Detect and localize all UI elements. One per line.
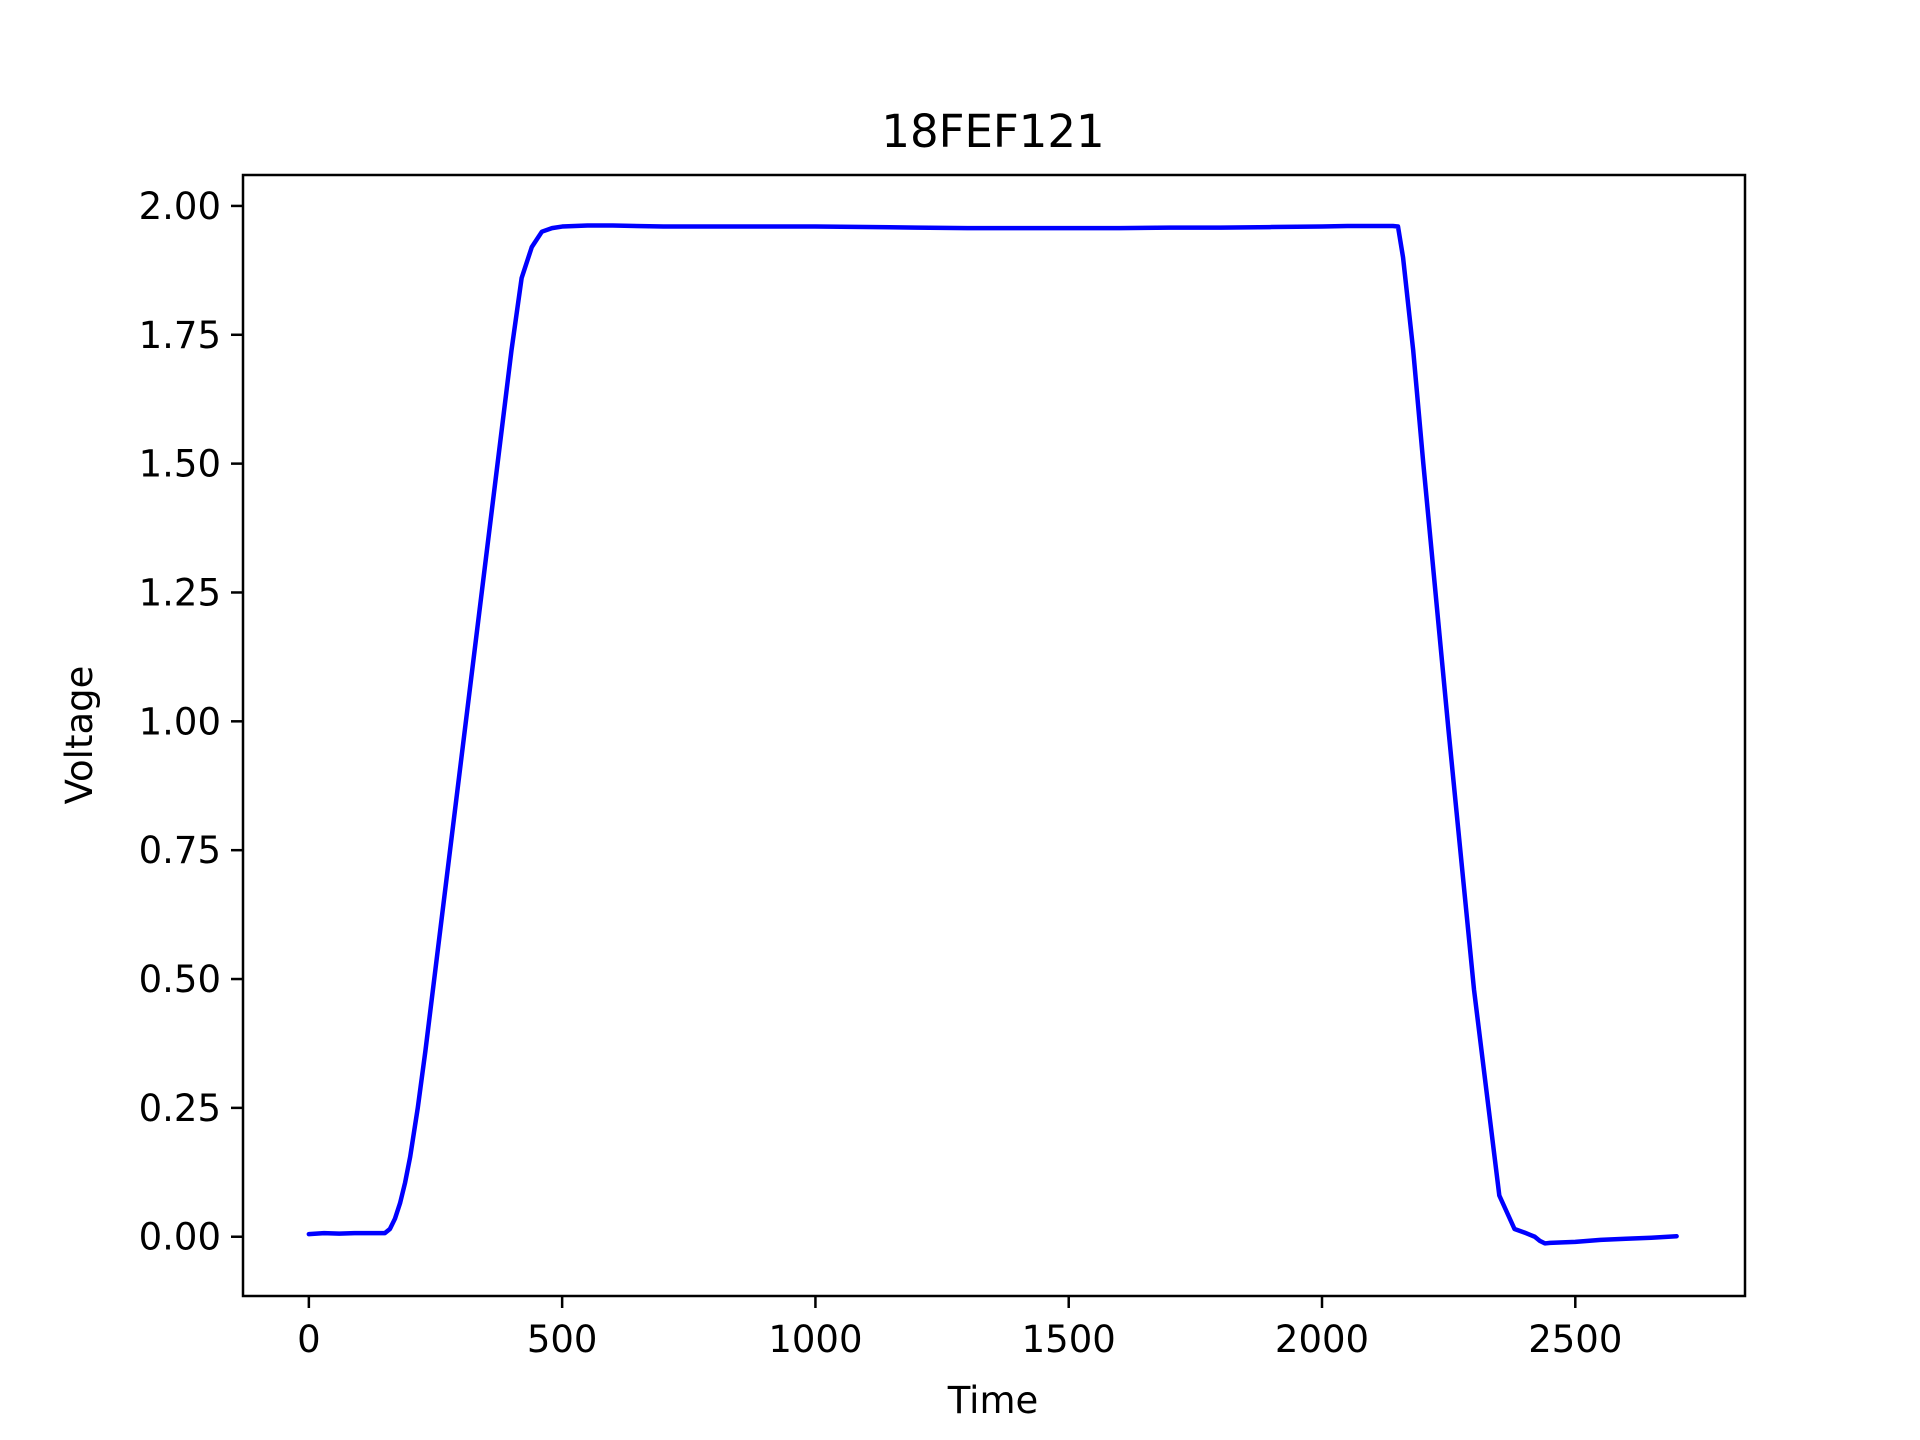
x-tick-label: 2000 xyxy=(1275,1318,1369,1361)
y-tick-label: 2.00 xyxy=(139,185,221,228)
x-tick-label: 1000 xyxy=(768,1318,862,1361)
series-line xyxy=(306,223,1679,1246)
y-tick-label: 1.75 xyxy=(139,314,221,357)
x-axis-label: Time xyxy=(947,1379,1039,1422)
x-tick-label: 500 xyxy=(527,1318,598,1361)
y-tick-label: 0.25 xyxy=(139,1087,221,1130)
x-axis-ticks: 0 500 1000 1500 2000 2500 xyxy=(297,1296,1622,1361)
y-axis-ticks: 0.00 0.25 0.50 0.75 1.00 1.25 1.50 1.75 2.00 xyxy=(139,185,243,1259)
y-tick-label: 1.00 xyxy=(139,700,221,743)
y-tick-label: 0.50 xyxy=(139,958,221,1001)
x-tick-label: 1500 xyxy=(1022,1318,1116,1361)
x-tick-label: 0 xyxy=(297,1318,321,1361)
x-tick-label: 2500 xyxy=(1528,1318,1622,1361)
chart-title: 18FEF121 xyxy=(881,105,1104,158)
y-tick-label: 0.00 xyxy=(139,1216,221,1259)
y-tick-label: 1.50 xyxy=(139,443,221,486)
y-tick-label: 1.25 xyxy=(139,571,221,614)
y-tick-label: 0.75 xyxy=(139,829,221,872)
y-axis-label: Voltage xyxy=(58,666,101,805)
plot-area-frame xyxy=(241,173,1747,1298)
